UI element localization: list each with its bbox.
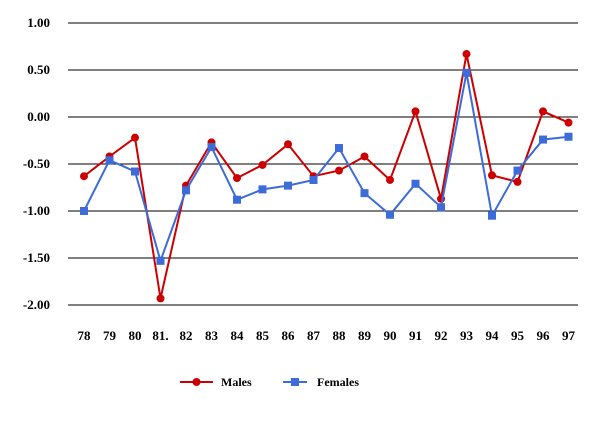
data-point-females (156, 256, 165, 265)
series-line-males (83, 53, 569, 299)
data-point-males (488, 171, 496, 180)
data-point-males (335, 166, 343, 175)
y-tick-label: -2.00 (23, 297, 50, 312)
data-point-males (411, 107, 420, 116)
x-tick-label: 94 (486, 328, 500, 343)
y-tick-label: -0.50 (23, 156, 50, 171)
data-point-females (207, 143, 216, 152)
grid-layer (68, 22, 578, 306)
x-tick-label: 78 (78, 328, 92, 343)
x-tick-label: 79 (103, 328, 117, 343)
data-point-males (258, 160, 267, 169)
data-point-males (539, 107, 547, 116)
y-tick-label: 0.00 (27, 109, 50, 124)
data-point-females (360, 189, 369, 198)
data-point-males (80, 172, 88, 181)
legend-marker-females (291, 378, 299, 386)
data-point-females (131, 167, 139, 176)
x-tick-label: 83 (205, 328, 219, 343)
data-point-males (360, 152, 369, 161)
data-point-females (564, 132, 573, 141)
data-point-females (182, 186, 190, 195)
legend-marker-males (192, 378, 201, 386)
data-point-females (411, 179, 420, 188)
legend-label-males: Males (221, 375, 252, 389)
data-point-females (539, 135, 547, 144)
x-tick-label: 85 (256, 328, 270, 343)
data-point-females (233, 195, 241, 204)
data-point-females (335, 144, 343, 153)
x-tick-label: 91 (409, 328, 422, 343)
legend: Males Females (180, 375, 359, 389)
data-point-males (564, 118, 573, 127)
x-tick-label: 87 (307, 328, 321, 343)
data-point-males (462, 50, 471, 59)
x-axis-tick-labels: 78 79 80 81. 82 83 84 85 86 87 88 89 90 91 92 93 94 95 96 9… (78, 328, 576, 343)
legend-label-females: Females (317, 375, 359, 389)
data-point-females (309, 175, 318, 184)
x-tick-label: 84 (231, 328, 245, 343)
data-point-females (80, 207, 88, 215)
data-point-females (462, 68, 471, 77)
data-point-males (513, 177, 522, 186)
series-line-females (83, 72, 569, 265)
y-tick-label: -1.50 (23, 250, 50, 265)
x-tick-label: 82 (180, 328, 193, 343)
x-tick-label: 95 (511, 328, 525, 343)
x-tick-label: 86 (282, 328, 296, 343)
data-point-males (284, 140, 292, 149)
y-tick-label: 1.00 (27, 15, 50, 30)
data-point-females (437, 203, 445, 212)
x-tick-label: 90 (384, 328, 397, 343)
data-point-females (105, 156, 114, 165)
x-tick-label: 81. (152, 328, 168, 343)
x-tick-label: 97 (562, 328, 576, 343)
data-point-females (386, 210, 394, 219)
data-point-males (156, 294, 165, 303)
x-tick-label: 80 (129, 328, 142, 343)
data-point-females (258, 185, 267, 194)
x-tick-label: 88 (333, 328, 347, 343)
data-point-females (488, 211, 496, 220)
x-tick-label: 92 (435, 328, 448, 343)
series-layer (80, 50, 573, 303)
data-point-males (386, 175, 394, 184)
x-tick-label: 93 (460, 328, 474, 343)
y-tick-label: 0.50 (27, 62, 50, 77)
data-point-males (131, 133, 139, 142)
x-tick-label: 96 (537, 328, 551, 343)
data-point-males (233, 174, 241, 183)
x-tick-label: 89 (358, 328, 372, 343)
data-point-females (513, 166, 522, 175)
y-tick-label: -1.00 (23, 203, 50, 218)
y-axis-tick-labels: 1.00 0.50 0.00 -0.50 -1.00 -1.50 -2.00 (23, 15, 50, 312)
data-point-females (284, 181, 292, 190)
